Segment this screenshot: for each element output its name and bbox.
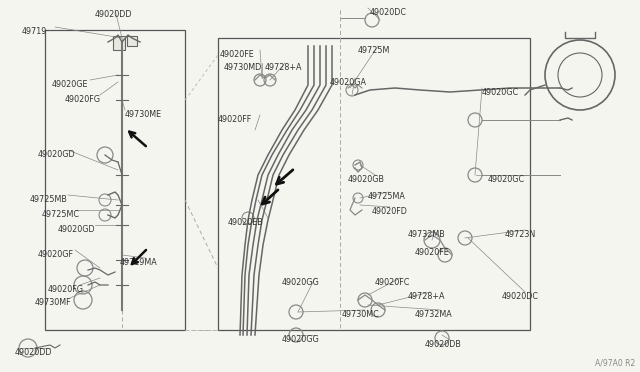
Text: 49730MC: 49730MC [342,310,380,319]
Text: 49020DC: 49020DC [370,8,407,17]
Text: 49725MB: 49725MB [30,195,68,204]
Text: 49728+A: 49728+A [408,292,445,301]
FancyBboxPatch shape [113,36,125,50]
Text: 49732MB: 49732MB [408,230,445,239]
Bar [218,38,530,330]
Text: 49020FE: 49020FE [415,248,450,257]
Bar [45,30,185,330]
Text: 49020GG: 49020GG [282,335,320,344]
Text: 49725MA: 49725MA [368,192,406,201]
Text: 49725MC: 49725MC [42,210,80,219]
Text: 49020FF: 49020FF [218,115,252,124]
Text: 49020GC: 49020GC [482,88,519,97]
Text: 49020FE: 49020FE [220,50,255,59]
Text: 49020GC: 49020GC [488,175,525,184]
Text: 49728+A: 49728+A [265,63,303,72]
Text: 49020DD: 49020DD [15,348,52,357]
Text: 49020FD: 49020FD [372,207,408,216]
Text: 49725M: 49725M [358,46,390,55]
Text: 49719MA: 49719MA [120,258,157,267]
Text: 49020GA: 49020GA [330,78,367,87]
Text: 49730ME: 49730ME [125,110,162,119]
Text: 49020FG: 49020FG [48,285,84,294]
Text: A/97A0 R2: A/97A0 R2 [595,358,635,367]
Text: 49020DD: 49020DD [95,10,132,19]
Text: 49732MA: 49732MA [415,310,452,319]
Text: 49020GF: 49020GF [38,250,74,259]
Text: 49020GB: 49020GB [348,175,385,184]
Text: 49719: 49719 [22,27,47,36]
Text: 49020FG: 49020FG [65,95,101,104]
FancyBboxPatch shape [127,36,137,46]
Text: 49020GD: 49020GD [38,150,76,159]
Text: 49020GD: 49020GD [58,225,95,234]
Text: 49020EB: 49020EB [228,218,264,227]
Text: 49020DC: 49020DC [502,292,539,301]
Text: 49020FC: 49020FC [375,278,410,287]
Text: 49020DB: 49020DB [425,340,462,349]
Text: 49730MF: 49730MF [35,298,72,307]
Text: 49723N: 49723N [505,230,536,239]
Text: 49020GG: 49020GG [282,278,320,287]
Text: 49730MD: 49730MD [224,63,262,72]
Text: 49020GE: 49020GE [52,80,88,89]
